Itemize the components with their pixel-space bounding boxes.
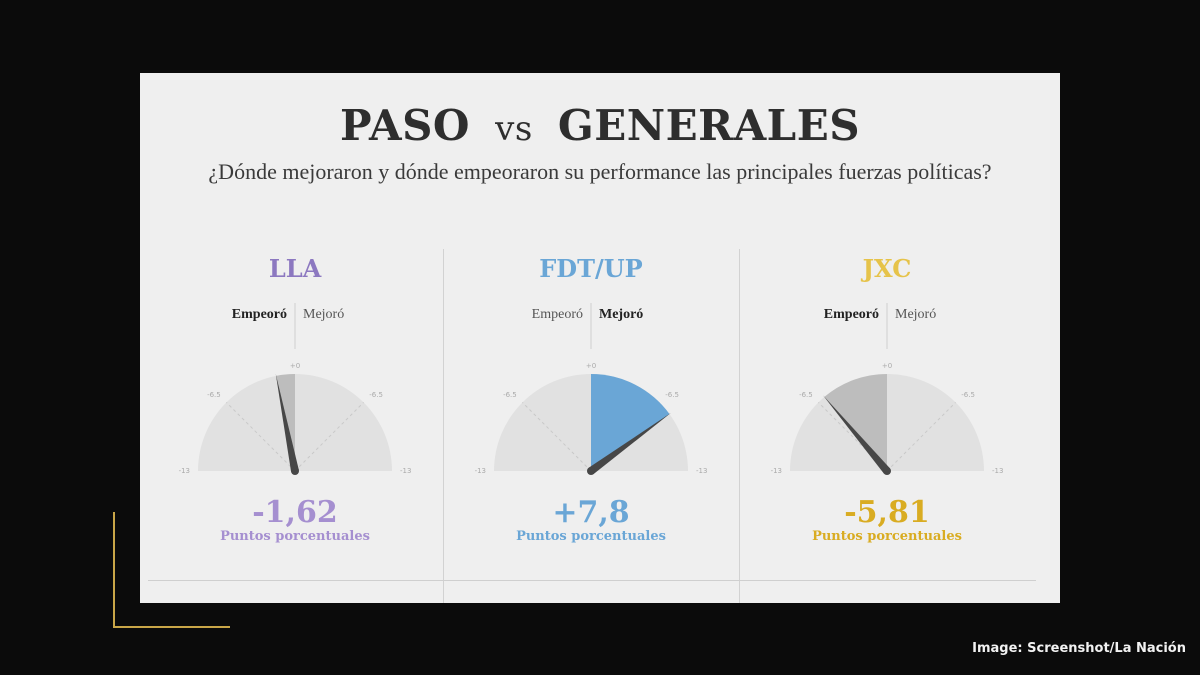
- gauge-label-worse-0: Empeoró: [232, 307, 287, 322]
- gauge-tick-label-0-0: -13: [179, 467, 190, 475]
- gauge-label-worse-1: Empeoró: [532, 307, 583, 322]
- title-right: GENERALES: [557, 101, 861, 150]
- column-divider-2: [739, 249, 740, 603]
- gauge-tick-label-0-2: +0: [290, 362, 300, 370]
- gauge-tick-label-1-4: -13: [696, 467, 707, 475]
- gauge-tick-label-1-1: -6.5: [503, 391, 517, 399]
- decorative-gold-line-horizontal: [113, 626, 230, 628]
- gauge-value-label-0: -1,62: [252, 495, 338, 530]
- gauge-tick-label-2-4: -13: [992, 467, 1003, 475]
- gauge-name-2: JXC: [861, 254, 912, 283]
- gauge-value-label-1: +7,8: [552, 495, 629, 530]
- gauge-tick-label-1-2: +0: [586, 362, 596, 370]
- gauge-label-better-2: Mejoró: [895, 307, 936, 322]
- gauge-dash-0-0: [226, 402, 296, 472]
- gauge-value-sector-2: [824, 374, 887, 471]
- gauge-dash-2-1: [886, 402, 956, 472]
- gauge-label-better-0: Mejoró: [303, 307, 344, 322]
- gauge-tick-label-0-4: -13: [400, 467, 411, 475]
- gauge-dash-0-1: [294, 402, 364, 472]
- gauge-tick-label-2-1: -6.5: [799, 391, 813, 399]
- gauge-tick-label-1-0: -13: [475, 467, 486, 475]
- gauge-hub-0: [291, 467, 299, 475]
- gauge-needle-2: [823, 395, 891, 474]
- gauge-name-1: FDT/UP: [539, 254, 642, 283]
- gauge-unit-label-0: Puntos porcentuales: [220, 529, 370, 544]
- gauge-dash-1-0: [522, 402, 592, 472]
- gauge-tick-label-0-1: -6.5: [207, 391, 221, 399]
- gauge-hub-2: [883, 467, 891, 475]
- gauge-unit-label-2: Puntos porcentuales: [812, 529, 962, 544]
- gauge-label-better-1: Mejoró: [599, 307, 643, 322]
- gauge-tick-label-0-3: -6.5: [369, 391, 383, 399]
- gauge-tick-label-2-2: +0: [882, 362, 892, 370]
- gauge-tick-label-2-3: -6.5: [961, 391, 975, 399]
- gauge-value-sector-1: [591, 374, 670, 471]
- bottom-rule: [148, 580, 1036, 581]
- image-credit: Image: Screenshot/La Nación: [972, 641, 1186, 656]
- infographic-card: PASO vs GENERALES ¿Dónde mejoraron y dón…: [140, 73, 1060, 603]
- gauge-dash-2-0: [818, 402, 888, 472]
- gauge-unit-label-1: Puntos porcentuales: [516, 529, 666, 544]
- gauge-hub-1: [587, 467, 595, 475]
- page-title: PASO vs GENERALES: [140, 101, 1060, 150]
- gauge-label-worse-2: Empeoró: [824, 307, 879, 322]
- title-left: PASO: [339, 101, 470, 150]
- gauge-value-label-2: -5,81: [844, 495, 930, 530]
- page-subtitle: ¿Dónde mejoraron y dónde empeoraron su p…: [208, 159, 992, 184]
- gauge-needle-0: [275, 373, 299, 472]
- gauge-tick-label-1-3: -6.5: [665, 391, 679, 399]
- gauge-name-0: LLA: [269, 254, 322, 283]
- column-divider-1: [443, 249, 444, 603]
- title-vs: vs: [495, 109, 533, 149]
- gauge-needle-1: [588, 412, 672, 475]
- decorative-gold-line-vertical: [113, 512, 115, 628]
- gauge-tick-label-2-0: -13: [771, 467, 782, 475]
